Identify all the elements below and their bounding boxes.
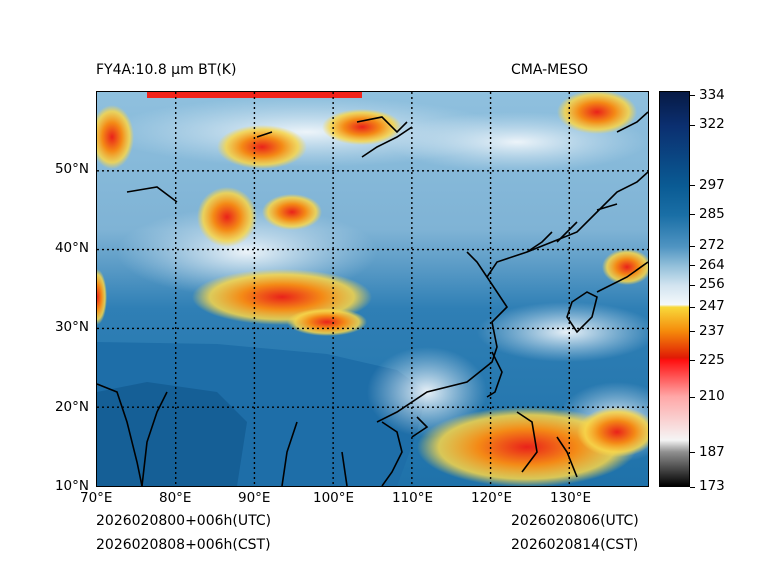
colorbar (659, 91, 690, 487)
lon-label-70: 70°E (80, 490, 113, 506)
coastlines (97, 111, 648, 486)
model-name: CMA-MESO (511, 62, 589, 78)
colorbar-tick-label: 297 (699, 176, 725, 193)
colorbar-tick-label: 264 (699, 256, 725, 273)
colorbar-tick-mark (690, 360, 695, 362)
lon-label-100: 100°E (313, 490, 355, 506)
lon-label-80: 80°E (159, 490, 192, 506)
valid-time-cst: 2026020814(CST) (511, 537, 639, 553)
lat-label-50: 50°N (54, 161, 89, 177)
colorbar-tick-mark (690, 452, 695, 454)
colorbar-tick-label: 210 (699, 388, 725, 405)
colorbar-tick-label: 256 (699, 276, 725, 293)
colorbar-tick-label: 322 (699, 116, 725, 132)
lat-label-10: 10°N (54, 478, 89, 494)
lat-label-30: 30°N (54, 319, 89, 335)
valid-time-utc: 2026020806(UTC) (511, 513, 639, 529)
colorbar-tick-label: 225 (699, 351, 725, 368)
colorbar-tick-label: 187 (699, 443, 725, 460)
colorbar-tick-mark (690, 214, 695, 216)
colorbar-tick-label: 285 (699, 205, 725, 222)
colorbar-tick-mark (690, 396, 695, 398)
init-time-cst: 2026020808+006h(CST) (96, 537, 271, 553)
colorbar-tick-mark (690, 124, 695, 126)
colorbar-tick-label: 247 (699, 298, 725, 315)
colorbar-tick-mark (690, 95, 695, 97)
colorbar-tick-mark (690, 245, 695, 247)
graticule (97, 92, 648, 486)
dark-land-region (97, 382, 247, 486)
lon-label-110: 110°E (392, 490, 434, 506)
lon-label-90: 90°E (238, 490, 271, 506)
colorbar-tick-mark (690, 185, 695, 187)
lon-label-120: 120°E (471, 490, 513, 506)
satellite-map (96, 91, 649, 487)
colorbar-tick-mark (690, 306, 695, 308)
colorbar-tick-label: 334 (699, 86, 725, 103)
colorbar-tick-mark (690, 265, 695, 267)
colorbar-tick-mark (690, 284, 695, 286)
lat-label-20: 20°N (54, 399, 89, 415)
init-time-utc: 2026020800+006h(UTC) (96, 513, 272, 529)
map-title: FY4A:10.8 µm BT(K) (96, 62, 237, 78)
colorbar-tick-mark (690, 331, 695, 332)
colorbar-tick-mark (690, 486, 695, 488)
colorbar-tick-label: 173 (699, 478, 725, 494)
colorbar-tick-label: 237 (699, 322, 725, 339)
colorbar-tick-label: 272 (699, 237, 725, 254)
lon-label-130: 130°E (550, 490, 592, 506)
lat-label-40: 40°N (54, 240, 89, 256)
